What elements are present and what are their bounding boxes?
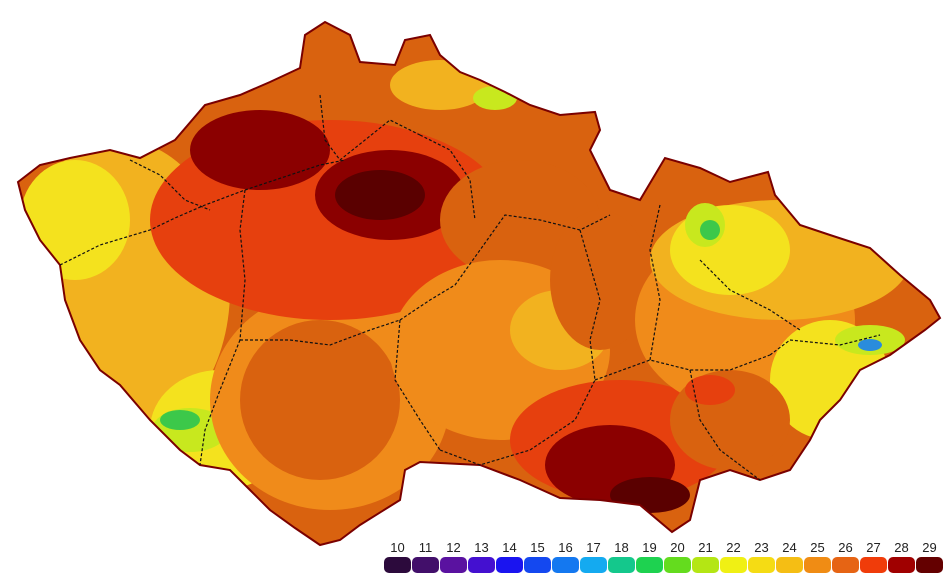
legend-label: 16	[558, 540, 573, 555]
temperature-zone-warm	[240, 320, 400, 480]
legend-item: 17	[580, 540, 607, 576]
legend-item: 29	[916, 540, 943, 576]
legend-label: 22	[726, 540, 741, 555]
legend-swatch	[636, 557, 663, 573]
legend-item: 23	[748, 540, 775, 576]
legend-label: 17	[586, 540, 601, 555]
legend-label: 10	[390, 540, 405, 555]
legend-label: 19	[642, 540, 657, 555]
temperature-zone-very_hot	[190, 110, 330, 190]
legend-swatch	[832, 557, 859, 573]
temperature-zone-cold	[160, 410, 200, 430]
legend-item: 14	[496, 540, 523, 576]
legend-label: 20	[670, 540, 685, 555]
temperature-zone-cooler	[473, 86, 517, 110]
legend-item: 21	[692, 540, 719, 576]
legend-item: 28	[888, 540, 915, 576]
temperature-zone-hot_core	[335, 170, 425, 220]
legend-swatch	[916, 557, 943, 573]
legend-swatch	[384, 557, 411, 573]
legend: 10 11 12 13 14 15 16 17 18 19 20 21 22 23 24 25 26 27 28 29	[384, 540, 946, 576]
legend-label: 24	[782, 540, 797, 555]
legend-label: 15	[530, 540, 545, 555]
legend-swatch	[748, 557, 775, 573]
temperature-zone-cool	[20, 160, 130, 280]
legend-label: 23	[754, 540, 769, 555]
legend-item: 22	[720, 540, 747, 576]
legend-swatch	[440, 557, 467, 573]
legend-swatch	[720, 557, 747, 573]
legend-swatch	[580, 557, 607, 573]
legend-label: 27	[866, 540, 881, 555]
legend-swatch	[664, 557, 691, 573]
legend-swatch	[468, 557, 495, 573]
legend-label: 11	[418, 540, 433, 555]
legend-item: 16	[552, 540, 579, 576]
legend-swatch	[496, 557, 523, 573]
legend-label: 13	[474, 540, 489, 555]
legend-label: 26	[838, 540, 853, 555]
legend-swatch	[888, 557, 915, 573]
legend-item: 13	[468, 540, 495, 576]
legend-label: 21	[698, 540, 713, 555]
legend-item: 19	[636, 540, 663, 576]
legend-swatch	[524, 557, 551, 573]
legend-label: 29	[922, 540, 937, 555]
region-borders	[59, 94, 881, 481]
legend-item: 18	[608, 540, 635, 576]
legend-item: 26	[832, 540, 859, 576]
temperature-zone-hot	[685, 375, 735, 405]
temperature-zone-warm	[550, 210, 650, 350]
legend-label: 12	[446, 540, 461, 555]
temperature-zone-coldest	[858, 339, 882, 351]
legend-swatch	[804, 557, 831, 573]
legend-item: 24	[776, 540, 803, 576]
legend-swatch	[412, 557, 439, 573]
legend-item: 25	[804, 540, 831, 576]
legend-item: 11	[412, 540, 439, 576]
legend-swatch	[552, 557, 579, 573]
legend-swatch	[692, 557, 719, 573]
legend-item: 10	[384, 540, 411, 576]
legend-item: 20	[664, 540, 691, 576]
legend-swatch	[776, 557, 803, 573]
legend-label: 18	[614, 540, 629, 555]
legend-item: 12	[440, 540, 467, 576]
legend-label: 14	[502, 540, 517, 555]
legend-label: 28	[894, 540, 909, 555]
legend-item: 15	[524, 540, 551, 576]
temperature-zone-cold	[700, 220, 720, 240]
legend-label: 25	[810, 540, 825, 555]
legend-swatch	[860, 557, 887, 573]
legend-swatch	[608, 557, 635, 573]
legend-item: 27	[860, 540, 887, 576]
temperature-zone-hot_core	[610, 477, 690, 513]
